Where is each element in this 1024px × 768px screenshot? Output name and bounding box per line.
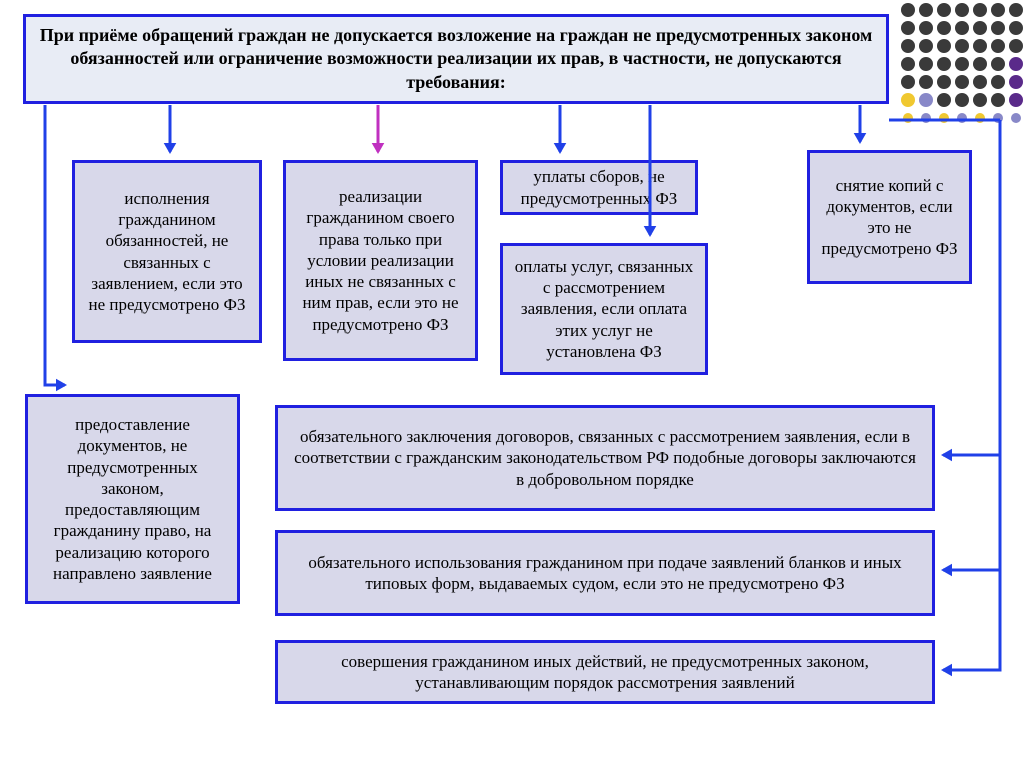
box-text: реализации гражданином своего права толь… — [296, 186, 465, 335]
box-text: исполнения гражданином обязанностей, не … — [85, 188, 249, 316]
box-text: предоставление документов, не предусмотр… — [38, 414, 227, 584]
header-text: При приёме обращений граждан не допускае… — [36, 24, 876, 94]
box-copies: снятие копий с документов, если это не п… — [807, 150, 972, 284]
box-text: обязательного заключения договоров, связ… — [288, 426, 922, 490]
box-documents: предоставление документов, не предусмотр… — [25, 394, 240, 604]
box-text: оплаты услуг, связанных с рассмотрением … — [513, 256, 695, 362]
box-other-actions: совершения гражданином иных действий, не… — [275, 640, 935, 704]
box-contracts: обязательного заключения договоров, связ… — [275, 405, 935, 511]
box-rights-condition: реализации гражданином своего права толь… — [283, 160, 478, 361]
box-service-payment: оплаты услуг, связанных с рассмотрением … — [500, 243, 708, 375]
box-obligations: исполнения гражданином обязанностей, не … — [72, 160, 262, 343]
box-text: обязательного использования гражданином … — [288, 552, 922, 595]
box-forms: обязательного использования гражданином … — [275, 530, 935, 616]
box-fees: уплаты сборов, не предусмотренных ФЗ — [500, 160, 698, 215]
box-text: совершения гражданином иных действий, не… — [288, 651, 922, 694]
box-text: уплаты сборов, не предусмотренных ФЗ — [513, 166, 685, 209]
box-text: снятие копий с документов, если это не п… — [820, 175, 959, 260]
header-box: При приёме обращений граждан не допускае… — [23, 14, 889, 104]
